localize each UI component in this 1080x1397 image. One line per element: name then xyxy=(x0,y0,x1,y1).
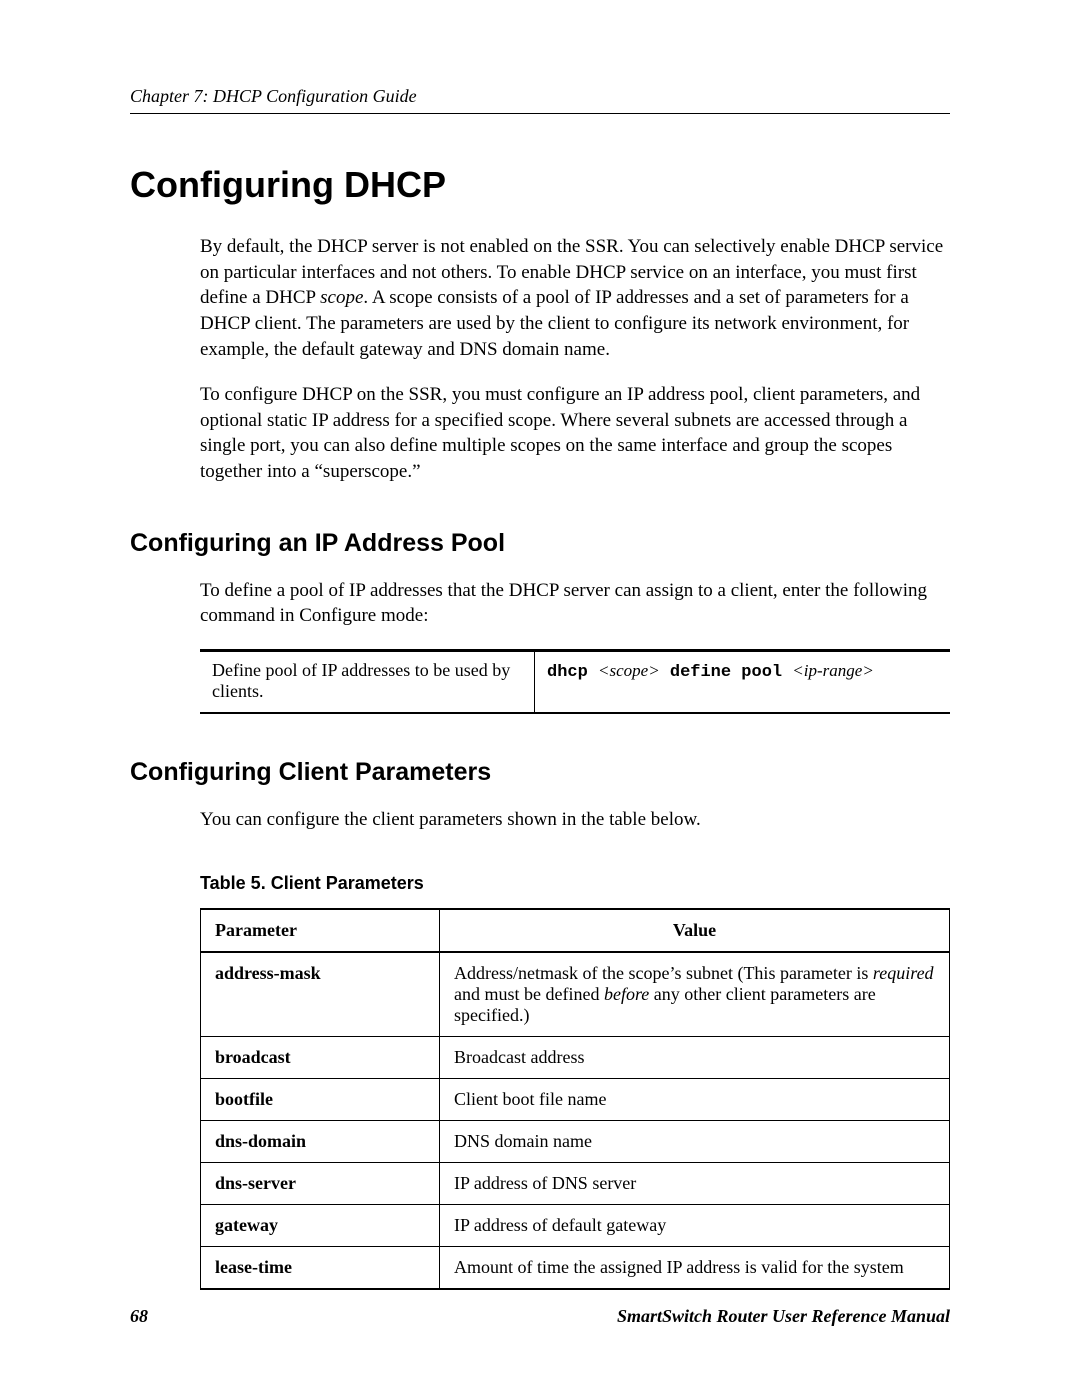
page-footer: 68 SmartSwitch Router User Reference Man… xyxy=(130,1306,950,1327)
val-a: Address/netmask of the scope’s subnet (T… xyxy=(454,963,873,983)
params-para: You can configure the client parameters … xyxy=(200,807,950,833)
intro-para-2: To configure DHCP on the SSR, you must c… xyxy=(200,382,950,485)
command-description: Define pool of IP addresses to be used b… xyxy=(200,651,535,714)
param-value: IP address of DNS server xyxy=(440,1162,950,1204)
val-b: and must be defined xyxy=(454,984,604,1004)
table-row: dns-domain DNS domain name xyxy=(201,1120,950,1162)
param-value: Client boot file name xyxy=(440,1078,950,1120)
table-row: lease-time Amount of time the assigned I… xyxy=(201,1246,950,1289)
col-value: Value xyxy=(440,909,950,952)
page-number: 68 xyxy=(130,1306,148,1327)
command-code: dhcp <scope> define pool <ip-range> xyxy=(547,663,874,682)
param-value: IP address of default gateway xyxy=(440,1204,950,1246)
param-name: gateway xyxy=(201,1204,440,1246)
intro-p1-scope: scope xyxy=(320,287,363,308)
param-name: address-mask xyxy=(201,952,440,1037)
cmd-arg-scope: <scope> xyxy=(598,661,660,680)
cmd-kw-define-pool: define pool xyxy=(660,663,793,682)
table-row: address-mask Address/netmask of the scop… xyxy=(201,952,950,1037)
pool-block: To define a pool of IP addresses that th… xyxy=(200,578,950,629)
val-required: required xyxy=(873,963,934,983)
running-header: Chapter 7: DHCP Configuration Guide xyxy=(130,86,950,114)
param-name: dns-server xyxy=(201,1162,440,1204)
param-value: DNS domain name xyxy=(440,1120,950,1162)
table-row: dns-server IP address of DNS server xyxy=(201,1162,950,1204)
param-name: broadcast xyxy=(201,1036,440,1078)
cmd-arg-ip-range: <ip-range> xyxy=(792,661,874,680)
table-row: bootfile Client boot file name xyxy=(201,1078,950,1120)
heading-configuring-dhcp: Configuring DHCP xyxy=(130,164,950,206)
param-value: Address/netmask of the scope’s subnet (T… xyxy=(440,952,950,1037)
manual-title: SmartSwitch Router User Reference Manual xyxy=(617,1306,950,1327)
heading-ip-address-pool: Configuring an IP Address Pool xyxy=(130,529,950,558)
table-header-row: Parameter Value xyxy=(201,909,950,952)
param-name: dns-domain xyxy=(201,1120,440,1162)
client-parameters-table: Parameter Value address-mask Address/net… xyxy=(200,908,950,1290)
params-block: You can configure the client parameters … xyxy=(200,807,950,833)
table-caption: Table 5. Client Parameters xyxy=(200,873,950,894)
param-name: lease-time xyxy=(201,1246,440,1289)
pool-para: To define a pool of IP addresses that th… xyxy=(200,578,950,629)
page: Chapter 7: DHCP Configuration Guide Conf… xyxy=(0,0,1080,1397)
intro-block: By default, the DHCP server is not enabl… xyxy=(200,234,950,485)
col-parameter: Parameter xyxy=(201,909,440,952)
param-name: bootfile xyxy=(201,1078,440,1120)
param-value: Amount of time the assigned IP address i… xyxy=(440,1246,950,1289)
heading-client-parameters: Configuring Client Parameters xyxy=(130,758,950,787)
command-syntax: dhcp <scope> define pool <ip-range> xyxy=(535,651,951,714)
cmd-kw-dhcp: dhcp xyxy=(547,663,598,682)
table-row: broadcast Broadcast address xyxy=(201,1036,950,1078)
intro-para-1: By default, the DHCP server is not enabl… xyxy=(200,234,950,362)
command-table: Define pool of IP addresses to be used b… xyxy=(200,649,950,714)
param-value: Broadcast address xyxy=(440,1036,950,1078)
table-row: gateway IP address of default gateway xyxy=(201,1204,950,1246)
command-row: Define pool of IP addresses to be used b… xyxy=(200,651,950,714)
val-before: before xyxy=(604,984,649,1004)
